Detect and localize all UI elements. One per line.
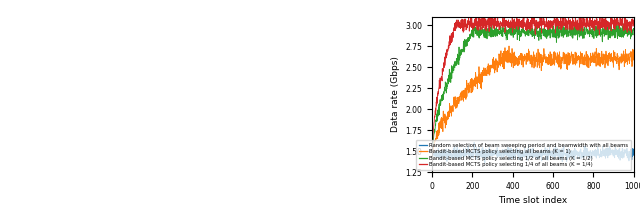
Bandit-based MCTS policy selecting 1/2 of all beams (K = 1/2)	[630, 29, 637, 31]
Random selection of beam sweeping period and beamwidth with all beams	[470, 141, 478, 144]
Bandit-based MCTS policy selecting all beams (K = 1)	[440, 115, 448, 118]
Bandit-based MCTS policy selecting 1/4 of all beams (K = 1/4)	[607, 24, 614, 26]
Bandit-based MCTS policy selecting 1/2 of all beams (K = 1/2)	[440, 89, 448, 92]
Bandit-based MCTS policy selecting all beams (K = 1)	[620, 54, 628, 56]
Bandit-based MCTS policy selecting 1/4 of all beams (K = 1/4)	[593, 23, 600, 25]
Random selection of beam sweeping period and beamwidth with all beams	[630, 148, 637, 151]
Bandit-based MCTS policy selecting all beams (K = 1)	[586, 58, 593, 61]
Random selection of beam sweeping period and beamwidth with all beams	[607, 147, 614, 150]
Line: Bandit-based MCTS policy selecting all beams (K = 1): Bandit-based MCTS policy selecting all b…	[432, 46, 634, 164]
Random selection of beam sweeping period and beamwidth with all beams	[586, 152, 593, 155]
Y-axis label: Data rate (Gbps): Data rate (Gbps)	[391, 56, 400, 133]
Random selection of beam sweeping period and beamwidth with all beams	[593, 150, 600, 152]
Legend: Random selection of beam sweeping period and beamwidth with all beams, Bandit-ba: Random selection of beam sweeping period…	[416, 140, 631, 169]
Bandit-based MCTS policy selecting 1/4 of all beams (K = 1/4)	[620, 22, 628, 25]
Line: Bandit-based MCTS policy selecting 1/2 of all beams (K = 1/2): Bandit-based MCTS policy selecting 1/2 o…	[432, 21, 634, 164]
Bandit-based MCTS policy selecting 1/4 of all beams (K = 1/4)	[440, 61, 448, 64]
Bandit-based MCTS policy selecting 1/2 of all beams (K = 1/2)	[469, 36, 477, 38]
Bandit-based MCTS policy selecting 1/2 of all beams (K = 1/2)	[586, 23, 593, 26]
Bandit-based MCTS policy selecting 1/2 of all beams (K = 1/2)	[620, 27, 628, 30]
Bandit-based MCTS policy selecting 1/2 of all beams (K = 1/2)	[515, 19, 522, 22]
Bandit-based MCTS policy selecting all beams (K = 1)	[469, 87, 477, 89]
Bandit-based MCTS policy selecting 1/2 of all beams (K = 1/2)	[593, 36, 600, 39]
Random selection of beam sweeping period and beamwidth with all beams	[469, 149, 477, 152]
Random selection of beam sweeping period and beamwidth with all beams	[620, 156, 628, 159]
Bandit-based MCTS policy selecting 1/4 of all beams (K = 1/4)	[428, 163, 436, 165]
X-axis label: Time slot index: Time slot index	[498, 197, 568, 205]
Random selection of beam sweeping period and beamwidth with all beams	[428, 163, 436, 165]
Bandit-based MCTS policy selecting 1/4 of all beams (K = 1/4)	[469, 22, 477, 24]
Bandit-based MCTS policy selecting all beams (K = 1)	[428, 163, 436, 165]
Bandit-based MCTS policy selecting all beams (K = 1)	[505, 45, 513, 47]
Bandit-based MCTS policy selecting all beams (K = 1)	[593, 54, 600, 56]
Bandit-based MCTS policy selecting all beams (K = 1)	[630, 54, 637, 56]
Line: Random selection of beam sweeping period and beamwidth with all beams: Random selection of beam sweeping period…	[432, 142, 634, 164]
Bandit-based MCTS policy selecting all beams (K = 1)	[607, 54, 614, 56]
Bandit-based MCTS policy selecting 1/4 of all beams (K = 1/4)	[586, 21, 593, 24]
Bandit-based MCTS policy selecting 1/2 of all beams (K = 1/2)	[607, 37, 614, 39]
Bandit-based MCTS policy selecting 1/4 of all beams (K = 1/4)	[630, 22, 637, 25]
Random selection of beam sweeping period and beamwidth with all beams	[440, 153, 448, 156]
Line: Bandit-based MCTS policy selecting 1/4 of all beams (K = 1/4): Bandit-based MCTS policy selecting 1/4 o…	[432, 11, 634, 164]
Bandit-based MCTS policy selecting 1/4 of all beams (K = 1/4)	[575, 9, 583, 12]
Bandit-based MCTS policy selecting 1/2 of all beams (K = 1/2)	[428, 163, 436, 165]
